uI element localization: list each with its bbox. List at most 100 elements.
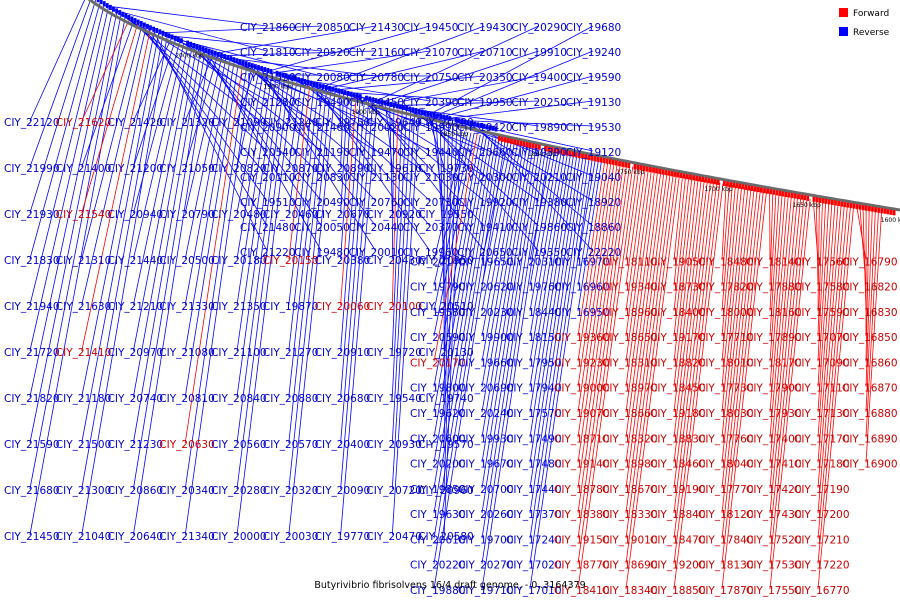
gene-label: CIY_21500: [56, 439, 112, 451]
gene-label: CIY_19170: [650, 332, 706, 344]
leader-line: [340, 93, 344, 168]
gene-block: [251, 63, 254, 69]
leader-line: [673, 177, 693, 337]
gene-block: [337, 88, 341, 94]
leader-line: [379, 50, 539, 104]
gene-label: CIY_20030: [263, 531, 319, 543]
leader-line: [529, 152, 562, 337]
leader-line: [577, 166, 634, 564]
leader-line: [29, 5, 105, 306]
gene-block: [790, 193, 794, 199]
gene-block: [121, 11, 125, 17]
leader-line: [721, 184, 730, 286]
gene-label: CIY_19570: [418, 439, 474, 451]
gene-block: [611, 159, 615, 165]
leader-line: [769, 193, 783, 362]
gene-block: [574, 152, 578, 158]
leader-line: [481, 143, 522, 362]
leader-line: [577, 159, 596, 261]
gene-block: [229, 56, 233, 62]
gene-label: CIY_20520: [294, 47, 350, 59]
kbp-tick-label: 2000 kbp: [175, 52, 203, 59]
gene-label: CIY_18140: [746, 256, 802, 268]
leader-line: [769, 195, 792, 438]
gene-block: [429, 111, 433, 117]
gene-label: CIY_21240: [263, 117, 319, 129]
leader-line: [439, 75, 594, 118]
gene-block: [763, 188, 766, 194]
leader-line: [433, 134, 478, 362]
leader-line: [529, 154, 571, 413]
gene-label: CIY_17930: [746, 408, 802, 420]
gene-block: [460, 118, 464, 124]
gene-block: [445, 115, 449, 121]
leader-line: [340, 94, 349, 214]
gene-label: CIY_20700: [458, 484, 514, 496]
leader-line: [577, 159, 599, 286]
leader-line: [433, 139, 503, 564]
leader-line: [721, 185, 736, 337]
gene-block: [772, 189, 776, 195]
gene-label: CIY_21480: [240, 222, 296, 234]
gene-label: CIY_17170: [794, 433, 850, 445]
gene-block: [436, 113, 439, 119]
gene-block: [605, 158, 609, 164]
gene-block: [346, 90, 350, 96]
gene-block: [794, 193, 797, 199]
gene-label: CIY_21210: [108, 301, 164, 313]
gene-block: [294, 76, 297, 82]
gene-block: [886, 209, 890, 215]
gene-label: CIY_19430: [457, 22, 512, 34]
leader-line: [29, 12, 118, 444]
gene-block: [365, 95, 368, 101]
gene-label: CIY_20200: [410, 459, 466, 471]
leader-line: [625, 169, 649, 337]
leader-line: [721, 185, 733, 311]
gene-block: [491, 125, 495, 131]
gene-label: CIY_17590: [794, 307, 850, 319]
gene-label: CIY_20370: [403, 222, 459, 234]
leader-line: [817, 201, 826, 362]
gene-label: CIY_19450: [403, 22, 459, 34]
gene-label: CIY_21320: [159, 117, 215, 129]
gene-label: CIY_17410: [746, 459, 802, 471]
gene-label: CIY_18920: [566, 197, 622, 209]
gene-label: CIY_18340: [602, 585, 658, 597]
leader-line: [769, 198, 811, 590]
gene-block: [812, 196, 816, 202]
gene-block: [880, 208, 884, 214]
leader-line: [288, 87, 323, 398]
gene-block: [482, 123, 486, 129]
gene-label: CIY_19200: [650, 560, 706, 572]
gene-label: CIY_20740: [108, 393, 164, 405]
leader-line: [133, 52, 210, 536]
gene-label: CIY_19930: [458, 433, 514, 445]
leader-line: [529, 151, 559, 311]
gene-label: CIY_19190: [650, 484, 706, 496]
gene-label: CIY_19010: [602, 534, 658, 546]
leader-line: [133, 46, 193, 352]
gene-label: CIY_21410: [56, 347, 112, 359]
legend-forward-swatch: [839, 8, 848, 17]
gene-label: CIY_21160: [349, 47, 405, 59]
gene-label: CIY_20150: [263, 255, 319, 267]
leader-line: [721, 189, 755, 488]
gene-label: CIY_19470: [349, 147, 405, 159]
gene-label: CIY_19540: [366, 393, 422, 405]
leader-line: [340, 99, 365, 398]
leader-line: [625, 168, 646, 311]
gene-label: CIY_20230: [458, 307, 514, 319]
gene-label: CIY_16770: [794, 585, 850, 597]
gene-block: [864, 205, 868, 211]
gene-label: CIY_21230: [108, 439, 164, 451]
gene-label: CIY_20490: [294, 197, 350, 209]
gene-block: [288, 74, 291, 80]
leader-line: [721, 188, 752, 463]
leader-line: [865, 208, 870, 362]
gene-label: CIY_20760: [349, 197, 405, 209]
gene-block: [124, 13, 128, 19]
gene-label: CIY_19580: [410, 307, 466, 319]
leader-line: [340, 102, 378, 536]
gene-label: CIY_19480: [294, 247, 350, 259]
gene-block: [396, 103, 399, 109]
